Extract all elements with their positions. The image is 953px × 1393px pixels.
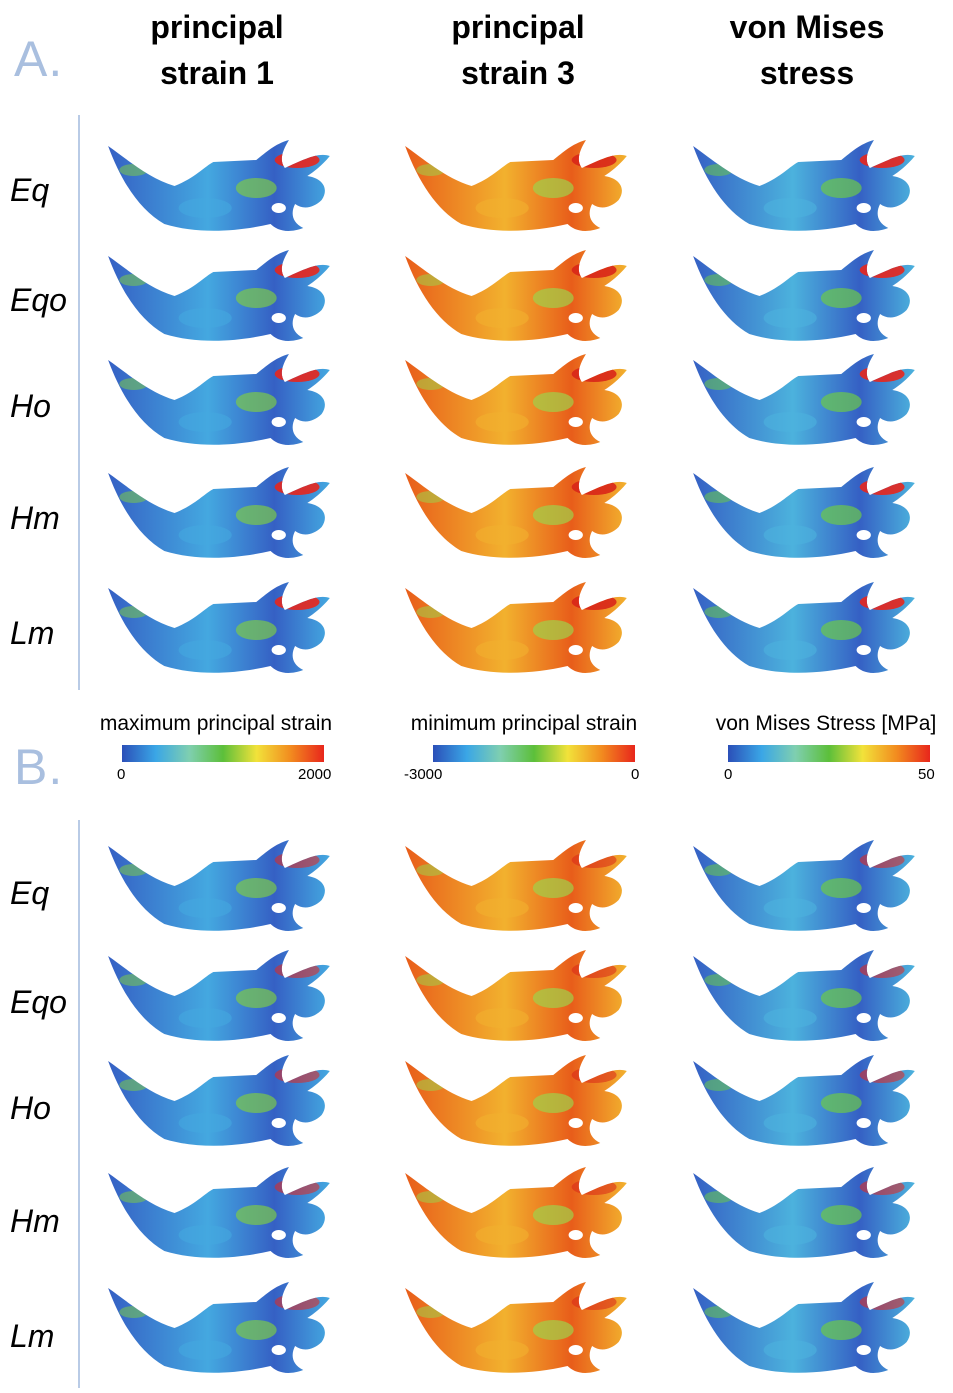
column-header-line1: principal (150, 9, 284, 45)
mandible-heatmap (400, 465, 635, 565)
row-label-b-hm: Hm (10, 1203, 60, 1239)
row-label-a-eqo: Eqo (10, 282, 67, 318)
row-label-b-lm: Lm (10, 1318, 55, 1354)
mandible-heatmap (103, 1165, 338, 1265)
column-header-line2: strain 3 (461, 55, 575, 91)
mandible-heatmap (688, 1280, 923, 1380)
mandible-heatmap (688, 248, 923, 348)
colorbar-max-strain (122, 745, 324, 762)
panel-b-letter: B. (14, 739, 64, 795)
mandible-heatmap (103, 465, 338, 565)
legend-title-max-strain: maximum principal strain (99, 712, 333, 735)
column-header-line1: principal (451, 9, 585, 45)
mandible-heatmap (103, 1053, 338, 1153)
colorbar-min-label: 0 (724, 766, 733, 783)
colorbar-max-label: 0 (631, 766, 640, 783)
colorbar-max-label: 50 (918, 766, 935, 783)
row-label-a-hm: Hm (10, 500, 60, 536)
column-header-principal-strain-1: principal strain 1 (87, 4, 347, 96)
mandible-heatmap (103, 838, 338, 938)
column-header-line1: von Mises (729, 9, 885, 45)
panel-a-divider (78, 115, 80, 690)
row-label-a-eq: Eq (10, 172, 50, 208)
mandible-heatmap (688, 948, 923, 1048)
mandible-heatmap (688, 1165, 923, 1265)
mandible-heatmap (103, 948, 338, 1048)
row-label-a-ho: Ho (10, 388, 51, 424)
row-label-b-eq: Eq (10, 875, 50, 911)
mandible-heatmap (400, 138, 635, 238)
column-header-line2: stress (759, 55, 855, 91)
panel-b-divider (78, 820, 80, 1388)
colorbar-min-label: 0 (117, 766, 126, 783)
mandible-heatmap (103, 352, 338, 452)
mandible-heatmap (400, 1165, 635, 1265)
column-header-principal-strain-3: principal strain 3 (388, 4, 648, 96)
mandible-heatmap (400, 1280, 635, 1380)
mandible-heatmap (688, 1053, 923, 1153)
mandible-heatmap (688, 352, 923, 452)
mandible-heatmap (103, 580, 338, 680)
colorbar-max-label: 2000 (298, 766, 332, 783)
mandible-heatmap (400, 1053, 635, 1153)
row-label-b-ho: Ho (10, 1090, 51, 1126)
mandible-heatmap (103, 248, 338, 348)
legend-title-von-mises: von Mises Stress [MPa] (715, 712, 937, 735)
column-header-line2: strain 1 (160, 55, 274, 91)
panel-a-letter: A. (14, 31, 64, 87)
mandible-heatmap (400, 352, 635, 452)
mandible-heatmap (688, 838, 923, 938)
mandible-heatmap (400, 838, 635, 938)
legend-title-min-strain: minimum principal strain (410, 712, 638, 735)
mandible-heatmap (400, 948, 635, 1048)
mandible-heatmap (400, 580, 635, 680)
colorbar-min-label: -3000 (404, 766, 443, 783)
mandible-heatmap (103, 138, 338, 238)
mandible-heatmap (103, 1280, 338, 1380)
mandible-heatmap (688, 465, 923, 565)
row-label-b-eqo: Eqo (10, 984, 67, 1020)
colorbar-von-mises (728, 745, 930, 762)
column-header-von-mises-stress: von Mises stress (677, 4, 937, 96)
mandible-heatmap (688, 580, 923, 680)
mandible-heatmap (688, 138, 923, 238)
colorbar-min-strain (433, 745, 635, 762)
row-label-a-lm: Lm (10, 615, 55, 651)
mandible-heatmap (400, 248, 635, 348)
